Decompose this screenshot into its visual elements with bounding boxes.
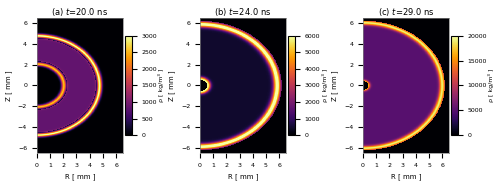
Y-axis label: ρ [ kg/m³ ]: ρ [ kg/m³ ] [488,69,494,102]
Title: (c) $t$=29.0 ns: (c) $t$=29.0 ns [378,6,434,17]
Y-axis label: Z [ mm ]: Z [ mm ] [168,70,175,101]
Y-axis label: Z [ mm ]: Z [ mm ] [6,70,12,101]
X-axis label: R [ mm ]: R [ mm ] [64,174,95,180]
X-axis label: R [ mm ]: R [ mm ] [228,174,258,180]
Y-axis label: ρ [ kg/m³ ]: ρ [ kg/m³ ] [158,69,164,102]
Y-axis label: Z [ mm ]: Z [ mm ] [332,70,338,101]
Title: (b) $t$=24.0 ns: (b) $t$=24.0 ns [214,6,272,17]
Title: (a) $t$=20.0 ns: (a) $t$=20.0 ns [51,6,108,17]
X-axis label: R [ mm ]: R [ mm ] [390,174,421,180]
Y-axis label: ρ [ kg/m³ ]: ρ [ kg/m³ ] [322,69,328,102]
